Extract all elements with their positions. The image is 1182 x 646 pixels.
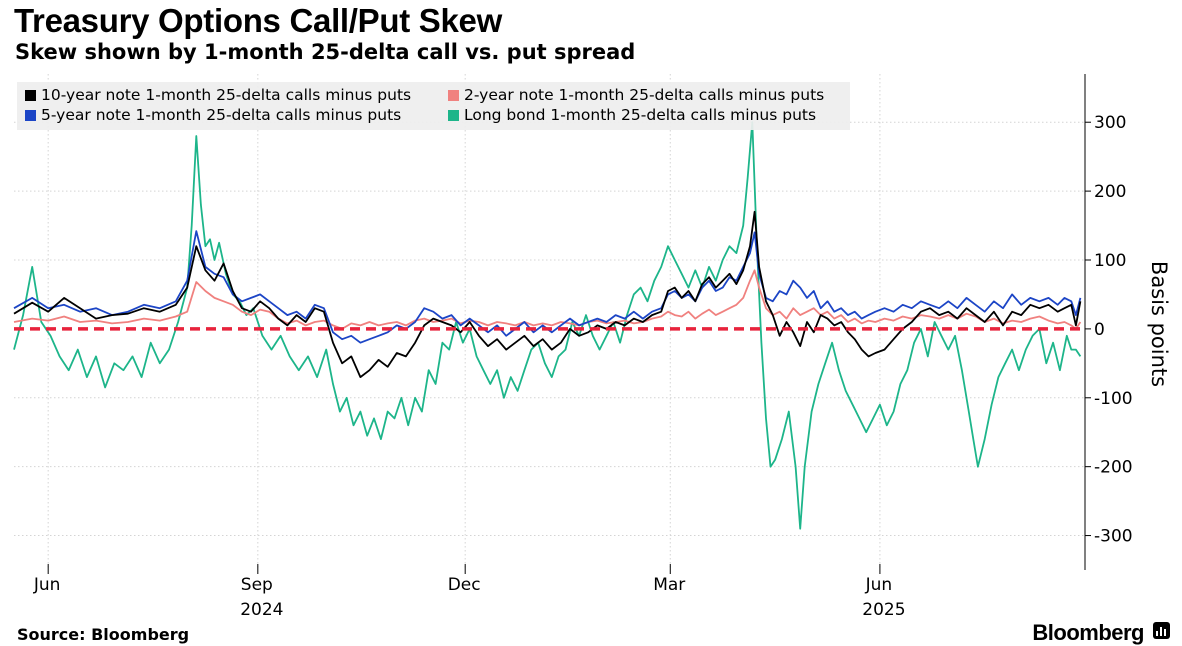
legend-swatch-2-year: [448, 90, 459, 101]
x-year-label: 2024: [240, 600, 283, 620]
chart-title: Treasury Options Call/Put Skew: [14, 2, 502, 39]
y-tick-label: 300: [1094, 113, 1126, 133]
y-tick-label: 200: [1094, 182, 1126, 202]
series-line-long-bond: [13, 121, 1082, 530]
x-tick-label: Sep: [241, 575, 273, 595]
legend-label-long-bond: Long bond 1-month 25-delta calls minus p…: [464, 106, 817, 124]
x-tick-label: Jun: [865, 575, 893, 595]
legend-label-5-year: 5-year note 1-month 25-delta calls minus…: [41, 106, 402, 124]
series-line-10-year: [13, 210, 1082, 378]
legend-item-long-bond: Long bond 1-month 25-delta calls minus p…: [448, 106, 816, 125]
legend-swatch-10-year: [25, 90, 36, 101]
legend-item-10-year: 10-year note 1-month 25-delta calls minu…: [25, 86, 411, 105]
y-tick-label: -200: [1094, 458, 1133, 478]
series-line-5-year: [13, 230, 1082, 344]
y-tick-label: -100: [1094, 389, 1133, 409]
legend-label-10-year: 10-year note 1-month 25-delta calls minu…: [41, 86, 412, 104]
x-tick-label: Mar: [653, 575, 685, 595]
legend-swatch-long-bond: [448, 110, 459, 121]
series-line-2-year: [13, 269, 1082, 330]
y-tick-label: 100: [1094, 251, 1126, 271]
y-axis-title: Basis points: [1147, 261, 1171, 387]
legend-label-2-year: 2-year note 1-month 25-delta calls minus…: [464, 86, 825, 104]
x-tick-label: Jun: [33, 575, 61, 595]
source-note: Source: Bloomberg: [17, 625, 190, 644]
legend-swatch-5-year: [25, 110, 36, 121]
legend-item-2-year: 2-year note 1-month 25-delta calls minus…: [448, 86, 824, 105]
chart-legend: 10-year note 1-month 25-delta calls minu…: [17, 82, 850, 130]
bloomberg-terminal-icon: [1153, 622, 1170, 639]
chart-subtitle: Skew shown by 1-month 25-delta call vs. …: [15, 40, 636, 64]
y-tick-label: 0: [1094, 320, 1105, 340]
x-tick-label: Dec: [448, 575, 481, 595]
x-year-label: 2025: [862, 600, 905, 620]
brand-logo-text: Bloomberg: [1032, 620, 1144, 645]
y-tick-label: -300: [1094, 527, 1133, 547]
legend-item-5-year: 5-year note 1-month 25-delta calls minus…: [25, 106, 401, 125]
